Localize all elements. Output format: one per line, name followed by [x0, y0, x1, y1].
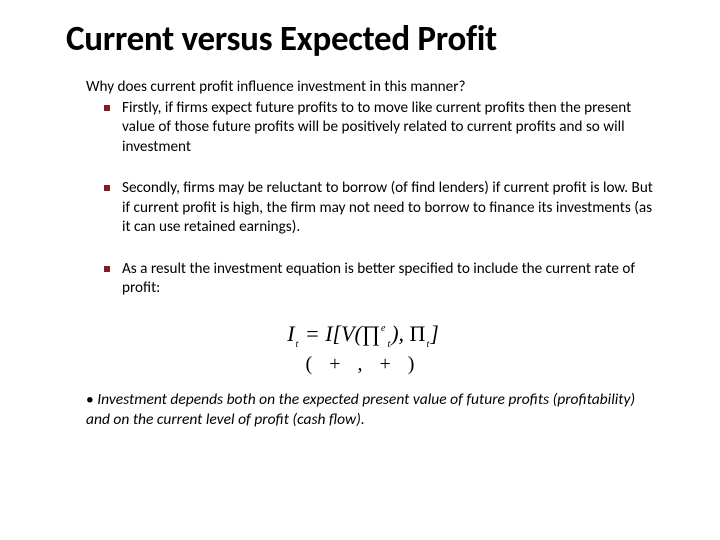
footnote-text: • Investment depends both on the expecte… [86, 390, 660, 430]
eq-op: = [299, 321, 325, 346]
eq-bracket: [ [333, 321, 342, 346]
slide-content: Current versus Expected Profit Why does … [0, 0, 720, 450]
eq-subscript: t [296, 339, 299, 350]
eq-var: V [341, 321, 354, 346]
eq-product: ∏ [362, 321, 380, 346]
bullet-item: Firstly, if firms expect future profits … [108, 99, 660, 157]
footnote-content: Investment depends both on the expected … [86, 390, 635, 429]
eq-var: Π [410, 321, 426, 346]
intro-text: Why does current profit influence invest… [86, 78, 660, 97]
bullet-dot: • [86, 390, 97, 409]
slide-title: Current versus Expected Profit [66, 18, 660, 60]
eq-var: I [287, 321, 294, 346]
eq-superscript: e [381, 323, 385, 334]
bullet-item: As a result the investment equation is b… [108, 260, 660, 299]
equation-line-2: ( + , + ) [66, 353, 660, 376]
eq-paren: ) [391, 321, 398, 346]
eq-comma: , [399, 321, 410, 346]
eq-subscript: t [426, 339, 429, 350]
bullet-item: Secondly, firms may be reluctant to borr… [108, 179, 660, 237]
eq-paren: ( [355, 321, 362, 346]
eq-bracket: ] [430, 321, 439, 346]
equation-line-1: It = I[V(∏et), Πt] [287, 321, 439, 347]
equation-block: It = I[V(∏et), Πt] ( + , + ) [66, 321, 660, 376]
bullet-list: Firstly, if firms expect future profits … [108, 99, 660, 299]
eq-var: I [325, 321, 332, 346]
eq-subscript: t [387, 339, 390, 350]
